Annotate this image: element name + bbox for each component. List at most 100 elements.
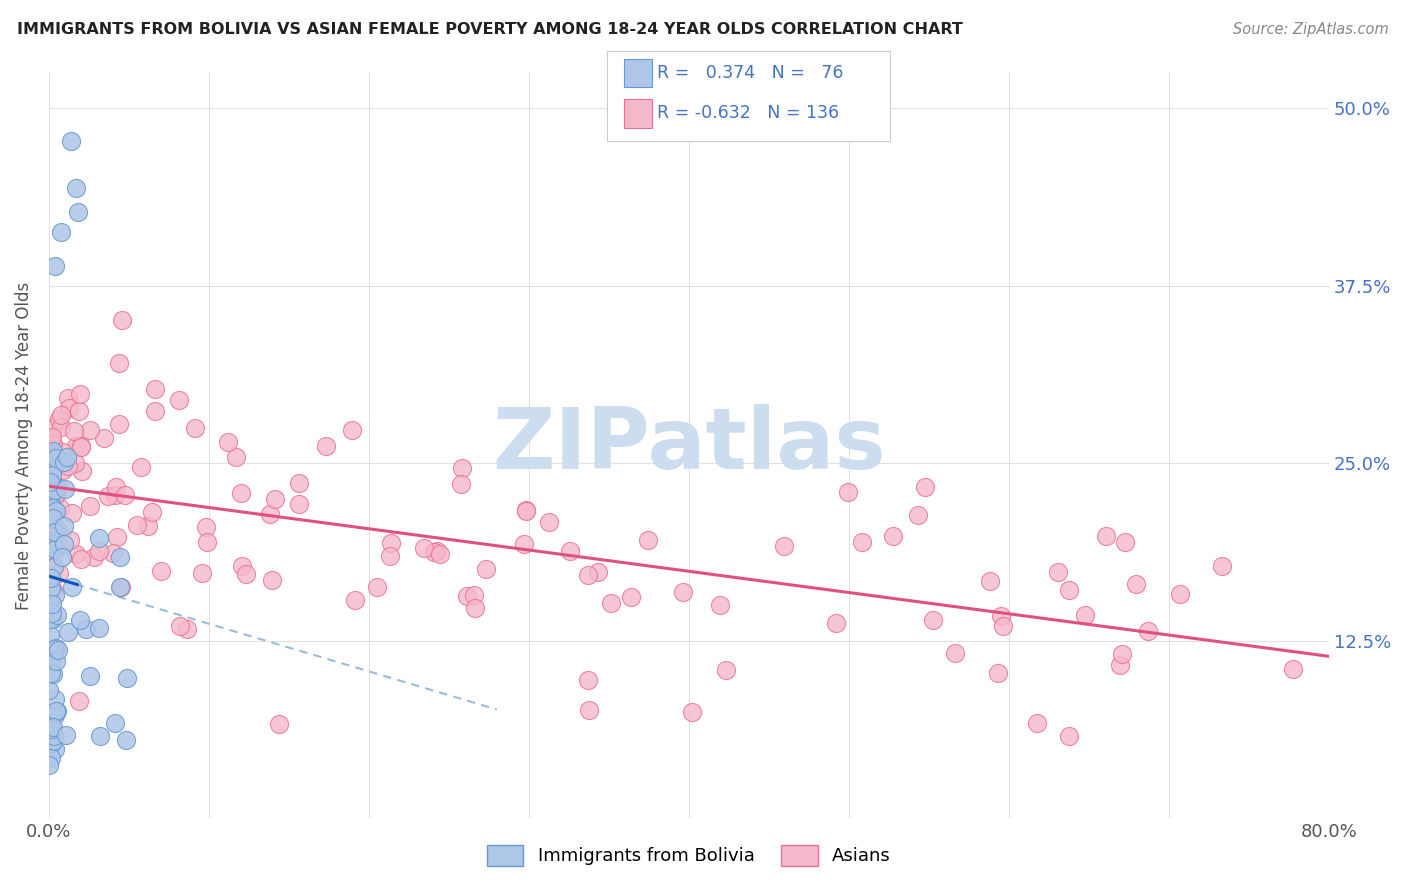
Point	[42, 733, 65, 747]
Point	[89, 543, 111, 558]
Point	[288, 476, 311, 491]
Point	[79, 423, 101, 437]
Point	[41, 559, 63, 574]
Point	[52, 455, 75, 469]
Point	[41, 511, 63, 525]
Point	[38, 643, 60, 657]
Point	[44, 460, 66, 475]
Point	[42, 560, 65, 574]
Point	[44, 542, 66, 557]
Point	[63, 424, 86, 438]
Point	[41, 544, 63, 558]
Point	[107, 417, 129, 432]
Point	[42, 511, 65, 525]
Point	[176, 622, 198, 636]
Point	[41, 450, 63, 464]
Point	[41, 432, 63, 446]
Point	[143, 403, 166, 417]
Point	[1057, 729, 1080, 743]
Point	[41, 483, 63, 497]
Point	[39, 666, 62, 681]
Point	[38, 628, 60, 642]
Point	[599, 596, 621, 610]
Point	[83, 549, 105, 564]
Point	[105, 530, 128, 544]
Point	[231, 559, 253, 574]
Point	[184, 420, 207, 434]
Point	[44, 483, 66, 497]
Point	[52, 537, 75, 551]
Point	[59, 134, 82, 148]
Point	[56, 391, 79, 405]
Point	[1114, 535, 1136, 549]
Point	[46, 643, 69, 657]
Point	[48, 524, 70, 538]
Point	[48, 412, 70, 426]
Point	[451, 461, 474, 475]
Point	[463, 588, 485, 602]
Point	[167, 392, 190, 407]
Point	[39, 750, 62, 764]
Point	[51, 408, 73, 422]
Point	[681, 706, 703, 720]
Point	[141, 505, 163, 519]
Point	[41, 606, 63, 620]
Point	[1125, 577, 1147, 591]
Point	[515, 503, 537, 517]
Point	[125, 518, 148, 533]
Point	[89, 621, 111, 635]
Point	[87, 531, 110, 545]
Point	[42, 444, 65, 458]
Point	[110, 580, 132, 594]
Point	[44, 708, 66, 723]
Point	[39, 571, 62, 585]
Point	[48, 500, 70, 515]
Point	[42, 612, 65, 626]
Point	[149, 564, 172, 578]
Point	[1074, 608, 1097, 623]
Point	[1057, 583, 1080, 598]
Point	[44, 729, 66, 743]
Point	[262, 573, 284, 587]
Point	[48, 566, 70, 580]
Point	[114, 488, 136, 502]
Point	[93, 431, 115, 445]
Point	[63, 456, 86, 470]
Point	[143, 382, 166, 396]
Point	[97, 489, 120, 503]
Point	[45, 451, 67, 466]
Text: Source: ZipAtlas.com: Source: ZipAtlas.com	[1233, 22, 1389, 37]
Point	[217, 435, 239, 450]
Point	[44, 741, 66, 756]
Point	[41, 667, 63, 681]
Point	[60, 580, 83, 594]
Point	[267, 716, 290, 731]
Point	[235, 566, 257, 581]
Point	[65, 547, 87, 561]
Point	[342, 423, 364, 437]
Point	[772, 539, 794, 553]
Text: IMMIGRANTS FROM BOLIVIA VS ASIAN FEMALE POVERTY AMONG 18-24 YEAR OLDS CORRELATIO: IMMIGRANTS FROM BOLIVIA VS ASIAN FEMALE …	[17, 22, 963, 37]
Point	[105, 480, 128, 494]
Point	[229, 485, 252, 500]
Point	[42, 720, 65, 734]
Point	[41, 430, 63, 444]
Point	[979, 574, 1001, 589]
Point	[42, 582, 65, 597]
Point	[69, 613, 91, 627]
Point	[108, 356, 131, 370]
Point	[41, 722, 63, 736]
Point	[51, 549, 73, 564]
Point	[42, 706, 65, 720]
Point	[380, 549, 402, 563]
Point	[103, 715, 125, 730]
Point	[366, 580, 388, 594]
Point	[136, 519, 159, 533]
Point	[38, 683, 60, 698]
Point	[103, 546, 125, 560]
Point	[111, 313, 134, 327]
Point	[423, 545, 446, 559]
Point	[429, 547, 451, 561]
Point	[578, 703, 600, 717]
Point	[1095, 529, 1118, 543]
